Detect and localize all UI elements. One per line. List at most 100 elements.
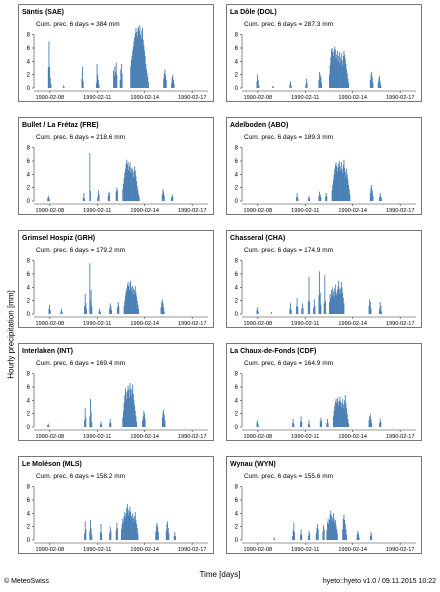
y-tick-label: 0	[27, 199, 31, 205]
y-tick-label: 0	[27, 312, 31, 318]
x-tick-label: 1990-02-14	[130, 434, 159, 440]
panel-frame	[18, 230, 214, 328]
precip-bar	[338, 405, 340, 427]
precip-bar	[126, 284, 128, 314]
precip-bar	[342, 518, 344, 540]
panel-title: Grimsel Hospiz (GRH)	[22, 235, 95, 242]
precip-bar	[256, 423, 258, 427]
precip-bar	[163, 195, 165, 201]
precip-bar	[348, 82, 350, 88]
precip-bar	[117, 307, 118, 314]
y-tick-label: 8	[235, 33, 239, 39]
precip-bar	[329, 65, 331, 88]
precip-bar	[343, 159, 345, 201]
precip-bar	[339, 166, 341, 201]
precip-bar	[60, 311, 62, 314]
precip-bar	[124, 300, 126, 314]
panel-title: Säntis (SAE)	[22, 9, 64, 16]
x-tick-label: 1990-02-17	[386, 434, 415, 440]
precip-bar	[309, 424, 311, 427]
precip-bar	[109, 193, 111, 201]
y-tick-label: 8	[235, 372, 239, 378]
precip-bar	[126, 165, 128, 201]
precip-bar	[122, 417, 124, 427]
precip-bar	[100, 421, 102, 427]
precip-bar	[329, 520, 330, 540]
precip-bar	[82, 197, 84, 201]
precip-bar	[130, 287, 132, 314]
precip-bar	[336, 50, 338, 88]
panel-annotation: Cum. prec. 6 days = 169.4 mm	[36, 360, 125, 367]
precip-bar	[338, 280, 340, 314]
precip-bar	[130, 512, 132, 540]
x-tick-label: 1990-02-14	[130, 321, 159, 327]
y-tick-label: 6	[235, 46, 239, 52]
precip-bar	[329, 74, 330, 88]
precip-bar	[272, 86, 274, 88]
precip-bar	[380, 306, 382, 314]
precip-bar	[327, 522, 328, 540]
precip-bar	[342, 165, 344, 201]
precip-bar	[49, 199, 51, 201]
precip-bar	[334, 49, 336, 88]
precip-bar	[116, 74, 118, 88]
precip-bar	[338, 56, 340, 88]
precip-bar	[307, 300, 309, 314]
precip-bar	[122, 411, 124, 427]
precip-bar	[97, 197, 99, 201]
precip-bar	[256, 81, 258, 88]
precip-bar	[336, 290, 338, 314]
precip-bar	[132, 286, 134, 314]
precip-bar	[84, 198, 85, 201]
x-tick-label: 1990-02-11	[291, 208, 319, 214]
precip-bar	[340, 170, 342, 201]
precip-bar	[135, 416, 137, 427]
precip-bar	[368, 420, 370, 427]
panel-annotation: Cum. prec. 6 days = 179.2 mm	[36, 247, 125, 254]
x-tick-label: 1990-02-08	[244, 547, 273, 553]
precip-bar	[346, 534, 348, 540]
precip-bar	[306, 82, 308, 88]
panel-2: Bullet / La Frétaz (FRE) Cum. prec. 6 day…	[18, 117, 214, 215]
precip-bar	[327, 518, 329, 540]
precip-bar	[136, 524, 138, 540]
precip-bar	[126, 391, 128, 427]
precip-bar	[115, 191, 117, 201]
precip-bar	[381, 198, 382, 201]
precip-bar	[125, 513, 127, 540]
precip-bar	[131, 56, 133, 88]
precip-bar	[172, 197, 174, 201]
precip-bar	[334, 46, 336, 88]
precip-bar	[108, 191, 110, 201]
precip-bar	[309, 533, 311, 540]
y-tick-label: 2	[235, 412, 239, 418]
precip-bar	[320, 417, 322, 427]
precip-bar	[371, 72, 373, 88]
x-axis-label: Time [days]	[199, 570, 241, 579]
precip-bar	[136, 528, 138, 540]
precip-bar	[97, 190, 99, 201]
precip-bar	[138, 308, 140, 314]
precip-bar	[101, 533, 103, 540]
precip-bar	[122, 189, 124, 201]
precip-bar	[344, 171, 346, 201]
precip-bar	[156, 522, 158, 540]
precip-bar	[300, 529, 302, 540]
x-tick-label: 1990-02-17	[178, 434, 207, 440]
precip-bar	[142, 420, 143, 427]
precip-bar	[155, 525, 157, 540]
precip-bar	[342, 404, 344, 427]
precip-bar	[115, 530, 117, 540]
panel-title: Adelboden (ABO)	[230, 122, 288, 129]
precip-bar	[332, 517, 334, 540]
precip-bar	[301, 421, 303, 427]
precip-bar	[89, 530, 91, 540]
precip-bar	[318, 195, 320, 201]
x-tick-label: 1990-02-14	[338, 208, 367, 214]
precip-bar	[49, 78, 51, 88]
y-tick-label: 4	[27, 59, 31, 65]
precip-bar	[329, 514, 331, 540]
precip-bar	[130, 60, 132, 88]
precip-bar	[369, 193, 371, 201]
precip-bar	[144, 56, 146, 88]
